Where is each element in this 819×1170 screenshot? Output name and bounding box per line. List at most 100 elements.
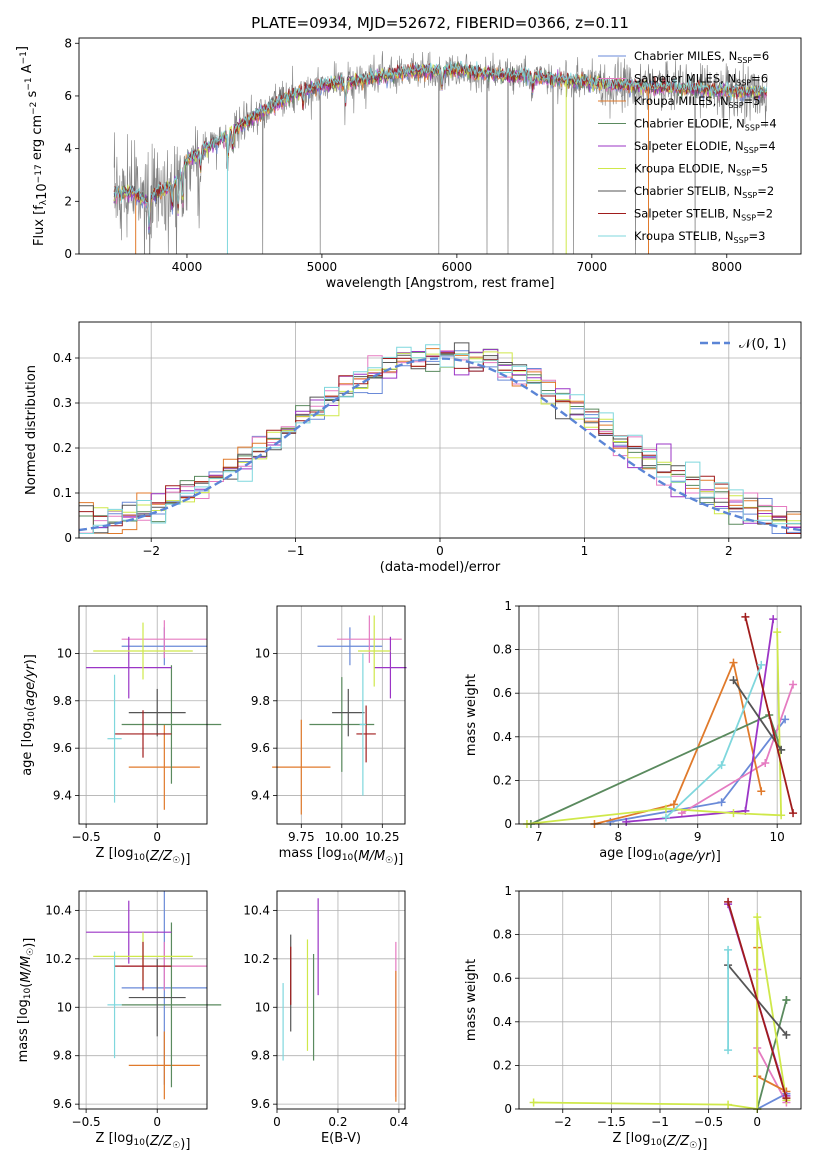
y-tick-label: 9.4 [53, 789, 72, 803]
axes-weight-vs-age: 7 8 9 10 0 0.2 0.4 0.6 0.8 1 age [log10(age/yr)] ma… [464, 599, 802, 864]
y-tick-label: 0 [64, 247, 72, 261]
legend-label: Kroupa MILES, NSSP=5 [634, 94, 760, 110]
legend-label: Salpeter ELODIE, NSSP=4 [634, 139, 776, 155]
weight-marker [606, 817, 615, 826]
axes-frame [78, 890, 208, 1110]
y-tick-label: 10 [255, 1000, 270, 1014]
weight-marker [782, 996, 791, 1004]
x-tick-label: −2 [142, 544, 160, 558]
plot-area-weight-vs-Z [529, 897, 791, 1113]
errorbar-point [107, 674, 122, 803]
y-tick-label: 0.4 [53, 351, 72, 365]
x-tick-label: 2 [725, 544, 733, 558]
errorbar-point [121, 620, 207, 659]
histogram-step-line [78, 344, 801, 538]
errorbar-point [358, 615, 391, 687]
axes-age-vs-mass: 9.75 10.00 10.25 9.4 9.6 9.8 10 mass [log10(M/M… [251, 605, 407, 867]
x-tick-label: −2 [554, 1115, 572, 1129]
y-tick-label: 4 [64, 142, 72, 156]
errorbar-point [374, 636, 407, 699]
legend-label: Chabrier MILES, NSSP=6 [634, 49, 769, 65]
x-tick-label: 1 [581, 544, 589, 558]
y-tick-label: 0.1 [53, 486, 72, 500]
legend-label: Kroupa ELODIE, NSSP=5 [634, 162, 768, 178]
y-tick-label: 0.2 [493, 1058, 512, 1072]
x-tick-label: 0.4 [389, 1115, 408, 1129]
figure-title: PLATE=0934, MJD=52672, FIBERID=0366, z=0… [251, 14, 629, 32]
y-tick-label: 6 [64, 89, 72, 103]
weight-marker [529, 1098, 538, 1107]
weight-series [741, 612, 798, 818]
x-tick-label: 6000 [442, 260, 473, 274]
model-spectrum-line [113, 60, 768, 227]
y-tick-label: 10 [57, 1000, 72, 1014]
errorbar-point [317, 627, 383, 666]
spectrum-legend: Chabrier MILES, NSSP=6 Salpeter MILES, NS… [598, 49, 777, 245]
y-tick-label: 10.2 [45, 952, 72, 966]
y-tick-label: 9.6 [53, 1097, 72, 1111]
y-tick-label: 1 [504, 599, 512, 613]
axes-residuals: −2 −1 0 1 2 0 0.1 0.2 0.3 0.4 (data-model)/error No… [24, 321, 802, 575]
x-tick-label: 10.25 [365, 830, 399, 844]
x-tick-label: 9.75 [288, 830, 315, 844]
legend-label: Salpeter STELIB, NSSP=2 [634, 207, 773, 223]
weight-marker [741, 612, 750, 621]
errorbar-point [114, 941, 172, 991]
axes-mass-vs-EBV: 0 0.2 0.4 9.6 9.8 10 10.2 10.4 E(B-V) [243, 890, 408, 1146]
weight-series [606, 715, 790, 826]
axes-spectrum: 4000 5000 6000 7000 8000 0 2 4 6 8 wavelength [Ang… [15, 36, 802, 291]
x-tick-label: −0.5 [72, 830, 101, 844]
y-tick-label: 0.2 [53, 441, 72, 455]
y-tick-label: 0.6 [493, 971, 512, 985]
x-tick-label: 9 [694, 830, 702, 844]
x-tick-label: 0 [753, 1115, 761, 1129]
x-axis-label: wavelength [Angstrom, rest frame] [326, 276, 555, 291]
y-tick-label: 9.6 [53, 741, 72, 755]
x-axis-label: Z [log10(Z/Z☉)] [613, 1131, 708, 1152]
weight-line [594, 659, 763, 825]
weight-marker [761, 758, 770, 767]
x-tick-label: 10.00 [325, 830, 359, 844]
weight-marker [661, 804, 670, 813]
weight-marker [729, 809, 738, 818]
errorbar-point [359, 653, 367, 796]
weight-marker [724, 945, 733, 954]
x-tick-label: 0 [153, 1115, 161, 1129]
y-axis-label: Flux [fλ10−17 erg cm−2 s−1 A−1] [15, 46, 50, 246]
y-tick-label: 0.8 [493, 643, 512, 657]
axes-weight-vs-Z: −2 −1.5 −1 −0.5 0 0 0.2 0.4 0.6 0.8 1 Z [log10(Z/Z☉… [464, 884, 802, 1152]
y-tick-label: 0.3 [53, 396, 72, 410]
x-tick-label: −1.5 [597, 1115, 626, 1129]
x-tick-label: 7000 [577, 260, 608, 274]
errorbar-point [93, 622, 193, 680]
weight-marker [669, 800, 678, 809]
y-axis-label: mass [log10(M/M☉)] [16, 938, 37, 1063]
x-axis-label: Z [log10(Z/Z☉)] [96, 1131, 191, 1152]
legend-label: 𝒩(0, 1) [739, 337, 786, 352]
x-tick-label: 10 [770, 830, 785, 844]
axes-frame [78, 605, 208, 825]
errorbar-point [356, 705, 376, 763]
errorbar-point [86, 900, 172, 964]
x-tick-label: 0 [436, 544, 444, 558]
x-axis-label: E(B-V) [321, 1131, 361, 1146]
x-axis-label: age [log10(age/yr)] [599, 846, 721, 864]
y-axis-label: mass weight [464, 959, 479, 1041]
weight-marker [729, 658, 738, 667]
weight-marker [789, 680, 798, 689]
errorbar-point [332, 688, 365, 737]
x-tick-label: −0.5 [694, 1115, 723, 1129]
y-tick-label: 0.2 [493, 773, 512, 787]
axes-frame [518, 890, 802, 1110]
weight-line [732, 679, 782, 751]
y-tick-label: 10 [255, 646, 270, 660]
x-tick-label: −1 [287, 544, 305, 558]
residual-legend: 𝒩(0, 1) [700, 337, 786, 352]
weight-marker [773, 628, 782, 637]
x-tick-label: 4000 [172, 260, 203, 274]
weight-marker [781, 715, 790, 724]
weight-marker [782, 1094, 791, 1103]
x-tick-label: 0 [273, 1115, 281, 1129]
y-tick-label: 9.6 [251, 741, 270, 755]
weight-line [744, 616, 794, 814]
